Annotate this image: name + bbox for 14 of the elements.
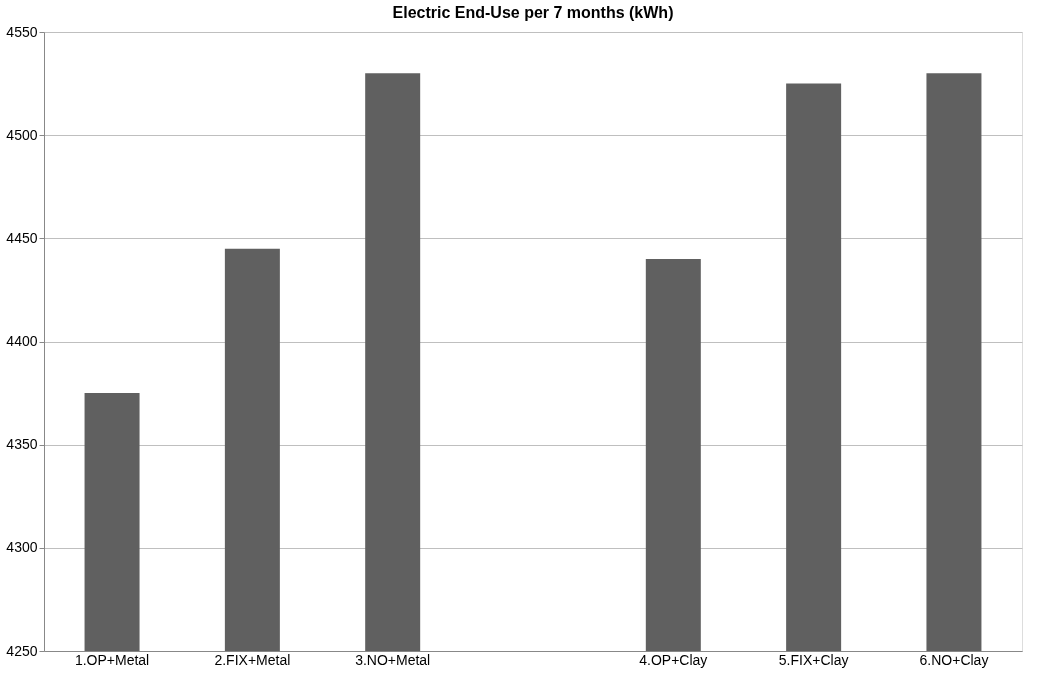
y-tick-label: 4300: [6, 539, 38, 556]
y-tick-label: 4500: [6, 126, 38, 143]
y-tick-label: 4550: [6, 23, 38, 40]
y-tick-label: 4250: [6, 642, 38, 659]
x-tick-label: 3.NO+Metal: [355, 651, 431, 668]
x-tick-label: 4.OP+Clay: [639, 651, 708, 668]
y-tick-label: 4350: [6, 436, 38, 453]
chart-title: Electric End-Use per 7 months (kWh): [392, 4, 674, 21]
x-tick-label: 1.OP+Metal: [74, 651, 150, 668]
x-tick-label: 2.FIX+Metal: [214, 651, 291, 668]
x-tick-label: 5.FIX+Clay: [778, 651, 849, 668]
x-tick-label: 6.NO+Clay: [919, 651, 989, 668]
y-tick-label: 4450: [6, 229, 38, 246]
y-tick-label: 4400: [6, 333, 38, 349]
